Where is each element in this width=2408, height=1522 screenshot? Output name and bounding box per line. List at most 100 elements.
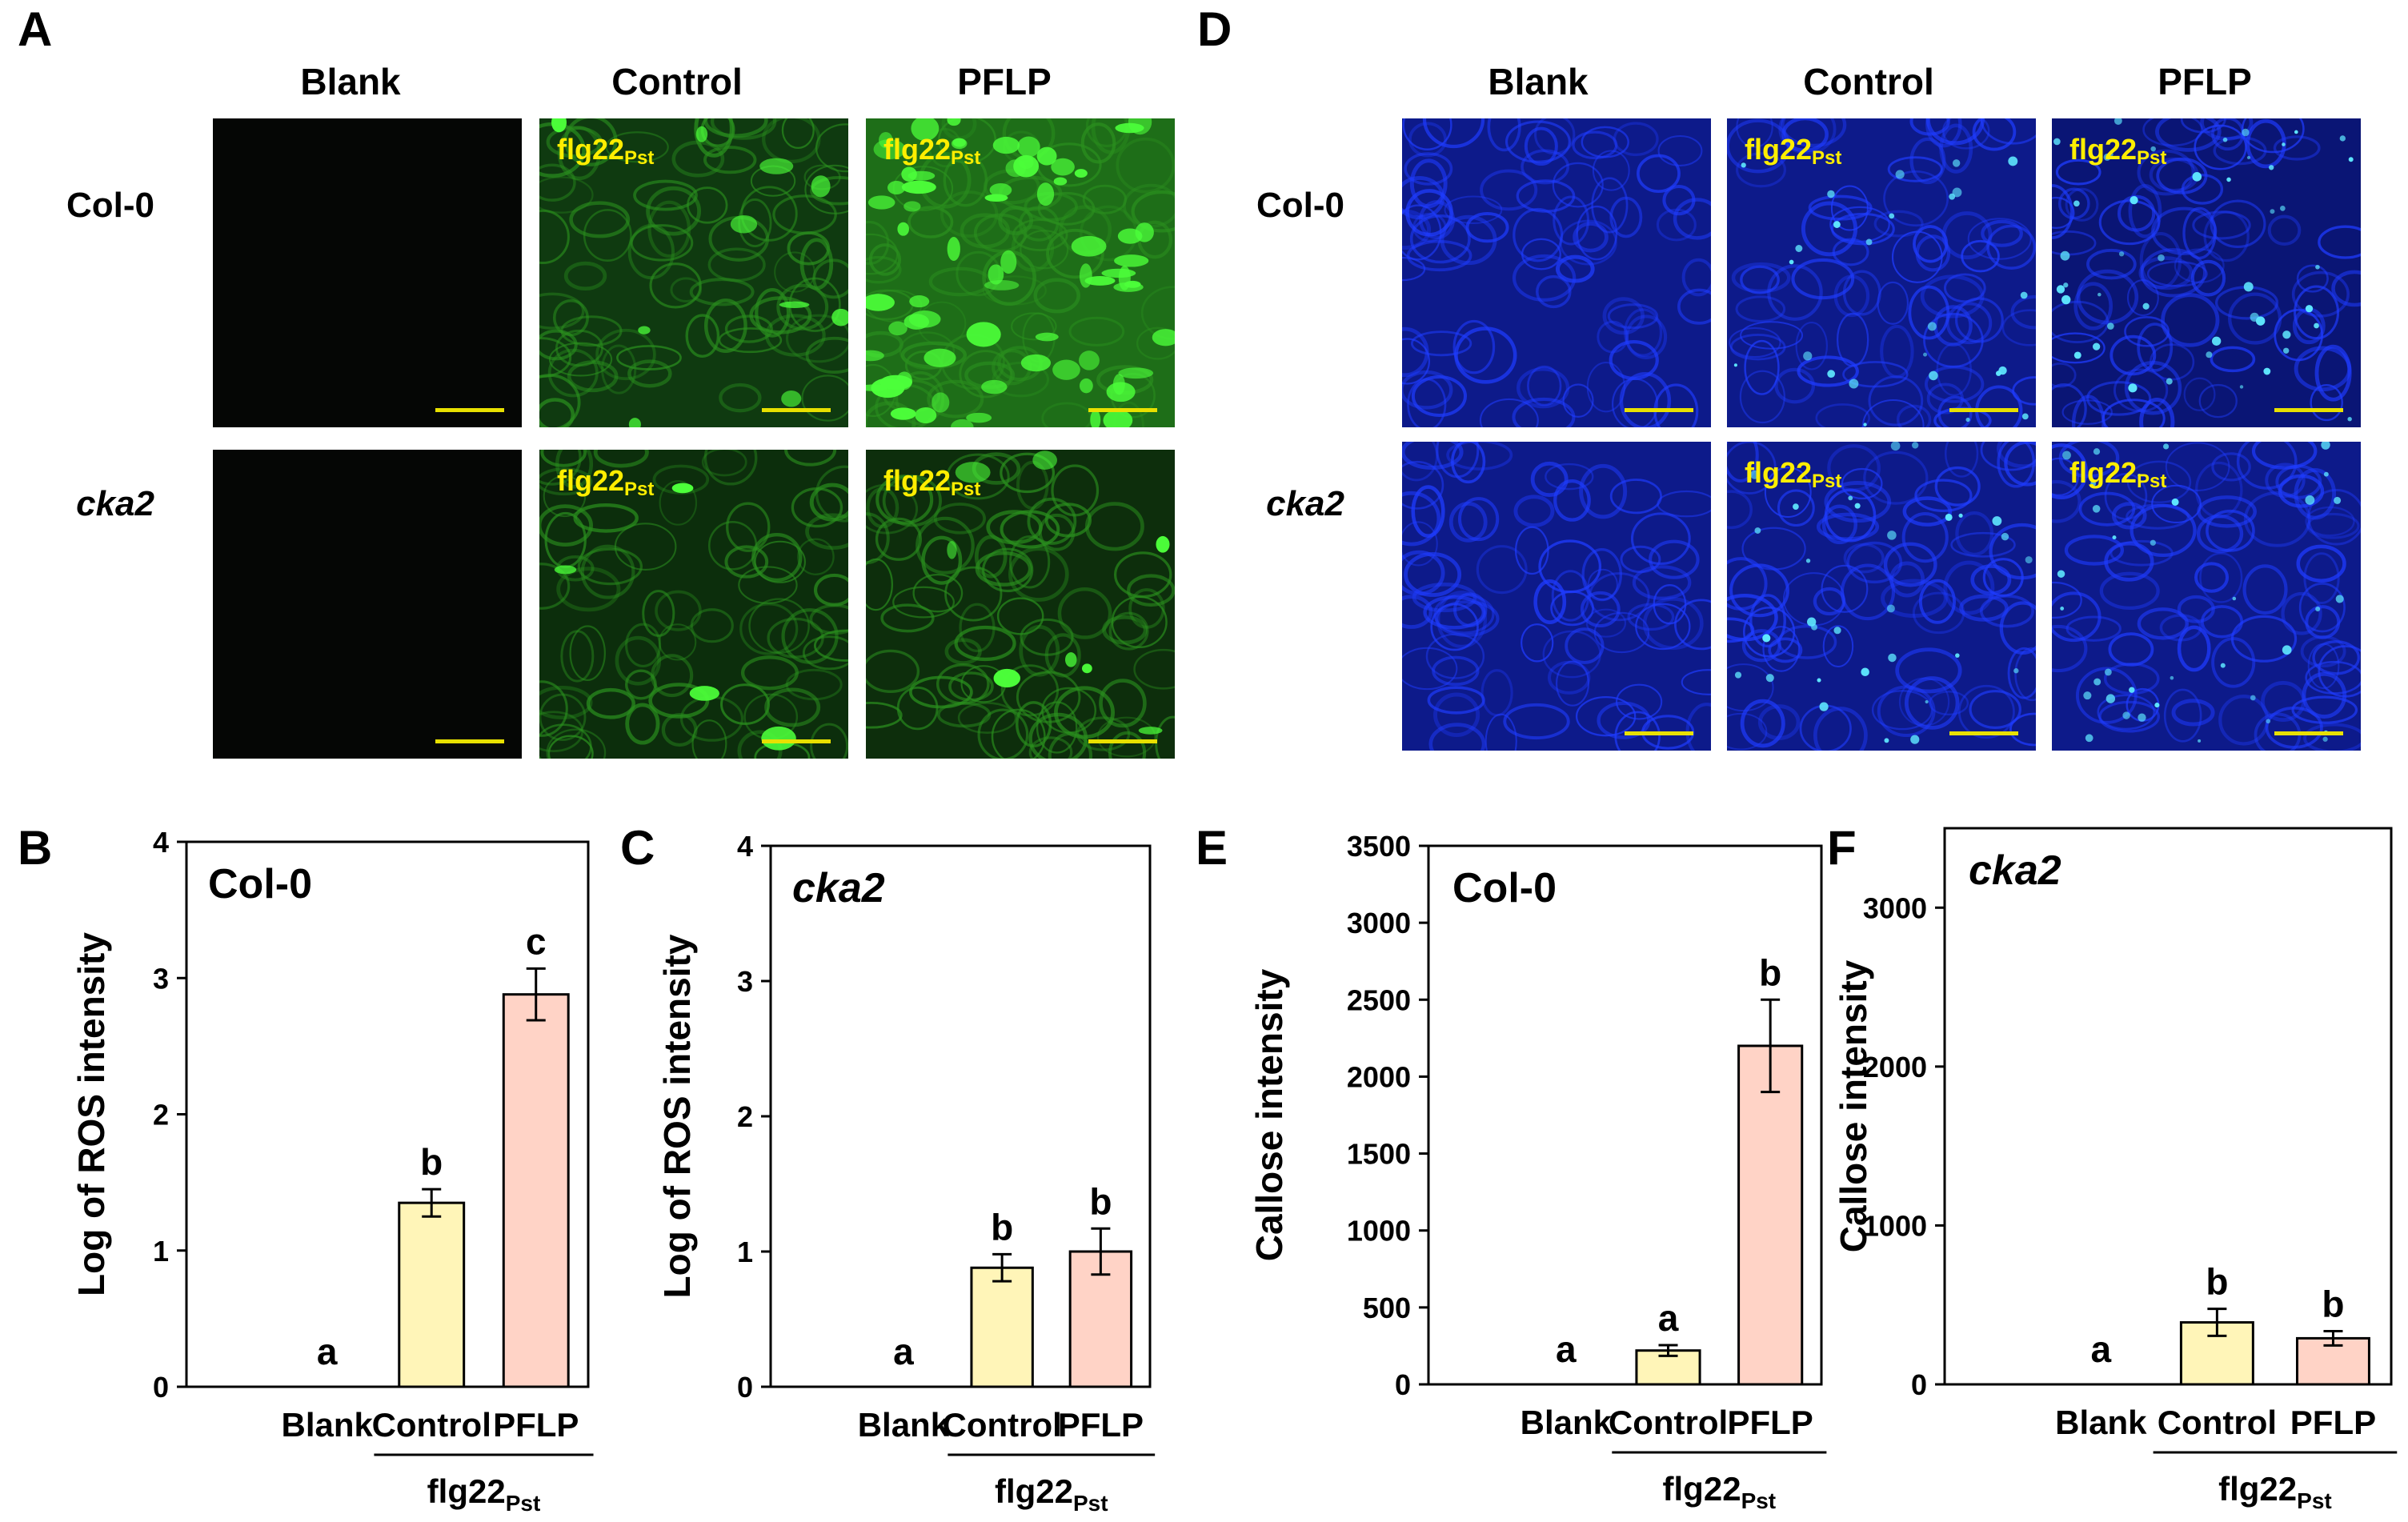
y-tick-label: 4 [153, 826, 169, 859]
y-tick-label: 500 [1363, 1292, 1411, 1324]
treatment-tag: flg22Pst [1745, 133, 1842, 169]
x-tick-label: Blank [1521, 1404, 1613, 1441]
significance-letter: a [893, 1331, 914, 1372]
y-tick-label: 2500 [1347, 983, 1411, 1016]
scale-bar [1949, 731, 2018, 735]
micrograph-tile [213, 118, 522, 427]
chart-title: cka2 [792, 865, 885, 911]
micrograph-tile: flg22Pst [866, 450, 1175, 759]
scale-bar [762, 408, 831, 412]
y-tick-label: 3 [153, 962, 169, 995]
significance-letter: b [2322, 1283, 2344, 1324]
y-tick-label: 1000 [1347, 1215, 1411, 1248]
group-label: flg22Pst [995, 1472, 1108, 1516]
y-tick-label: 2000 [1347, 1060, 1411, 1093]
micrograph-tile: flg22Pst [1727, 442, 2036, 751]
scale-bar [1088, 739, 1157, 743]
y-tick-label: 0 [153, 1371, 169, 1404]
y-tick-label: 0 [1911, 1368, 1927, 1401]
panel-letter-d: D [1197, 2, 1232, 56]
scale-bar [2274, 731, 2343, 735]
significance-letter: b [1089, 1180, 1112, 1222]
micrograph-tile: flg22Pst [539, 450, 848, 759]
significance-letter: b [991, 1206, 1013, 1248]
x-tick-label: Control [372, 1406, 491, 1444]
y-tick-label: 1 [737, 1236, 753, 1268]
micrograph-tile: flg22Pst [1727, 118, 2036, 427]
y-tick-label: 2 [737, 1100, 753, 1133]
col-head-d-blank: Blank [1488, 61, 1589, 102]
y-tick-label: 2000 [1863, 1051, 1927, 1083]
treatment-tag: flg22Pst [557, 133, 655, 169]
y-axis-label: Log of ROS intensity [656, 934, 698, 1298]
x-tick-label: Blank [282, 1406, 374, 1444]
y-tick-label: 3000 [1863, 891, 1927, 924]
row-label-d-col0: Col-0 [1256, 186, 1344, 225]
y-tick-label: 0 [737, 1371, 753, 1404]
x-tick-label: PFLP [1058, 1406, 1144, 1444]
bar-pflp [502, 993, 570, 1388]
significance-letter: b [1759, 951, 1781, 993]
bar-control [970, 1266, 1034, 1388]
y-axis-label: Log of ROS intensity [70, 932, 112, 1296]
significance-letter: a [1658, 1297, 1679, 1339]
bar-pflp [1737, 1044, 1804, 1386]
panel-letter-a: A [18, 2, 53, 56]
scale-bar [435, 739, 504, 743]
x-tick-label: Control [1609, 1404, 1728, 1441]
scale-bar [762, 739, 831, 743]
y-tick-label: 4 [737, 830, 753, 863]
micrograph-tile [213, 450, 522, 759]
significance-letter: c [526, 920, 547, 962]
micrograph-tile: flg22Pst [539, 118, 848, 427]
plot-frame [1427, 844, 1823, 1386]
panel-letter-c: C [620, 821, 655, 875]
y-axis-label: Callose intensity [1833, 959, 1874, 1252]
y-tick-label: 3500 [1347, 830, 1411, 863]
treatment-tag: flg22Pst [2069, 456, 2167, 492]
scale-bar [435, 408, 504, 412]
x-tick-label: Blank [858, 1406, 950, 1444]
x-tick-label: PFLP [2290, 1404, 2376, 1441]
significance-letter: b [420, 1141, 443, 1183]
x-tick-label: Control [942, 1406, 1061, 1444]
scale-bar [1088, 408, 1157, 412]
group-label: flg22Pst [427, 1472, 541, 1516]
row-label-a-cka2: cka2 [76, 484, 154, 523]
x-tick-label: Control [2158, 1404, 2277, 1441]
micrograph-tile: flg22Pst [2052, 442, 2361, 751]
chart-title: Col-0 [1452, 865, 1557, 911]
row-label-a-col0: Col-0 [66, 186, 154, 225]
y-tick-label: 2 [153, 1099, 169, 1131]
chart-title: Col-0 [208, 861, 312, 907]
row-label-d-cka2: cka2 [1266, 484, 1344, 523]
y-tick-label: 3000 [1347, 907, 1411, 939]
significance-letter: b [2206, 1261, 2228, 1303]
chart-title: cka2 [1969, 847, 2061, 894]
plot-frame [1943, 827, 2393, 1386]
panel-letter-e: E [1196, 821, 1228, 875]
micrograph-tile [1402, 442, 1711, 751]
group-label: flg22Pst [2218, 1470, 2332, 1513]
col-head-d-control: Control [1803, 61, 1934, 102]
y-tick-label: 1500 [1347, 1138, 1411, 1171]
col-head-a-control: Control [611, 61, 743, 102]
col-head-d-pflp: PFLP [2158, 61, 2252, 102]
micrograph-tile [1402, 118, 1711, 427]
group-label: flg22Pst [1663, 1470, 1777, 1513]
bar-control [398, 1201, 466, 1388]
x-tick-label: PFLP [1727, 1404, 1813, 1441]
treatment-tag: flg22Pst [557, 464, 655, 500]
x-tick-label: PFLP [493, 1406, 579, 1444]
scale-bar [2274, 408, 2343, 412]
significance-letter: a [1556, 1328, 1577, 1370]
x-tick-label: Blank [2055, 1404, 2147, 1441]
significance-letter: a [317, 1331, 338, 1372]
treatment-tag: flg22Pst [2069, 133, 2167, 169]
y-tick-label: 1 [153, 1235, 169, 1268]
scale-bar [1625, 408, 1693, 412]
significance-letter: a [2091, 1328, 2112, 1370]
scale-bar [1625, 731, 1693, 735]
treatment-tag: flg22Pst [883, 464, 981, 500]
